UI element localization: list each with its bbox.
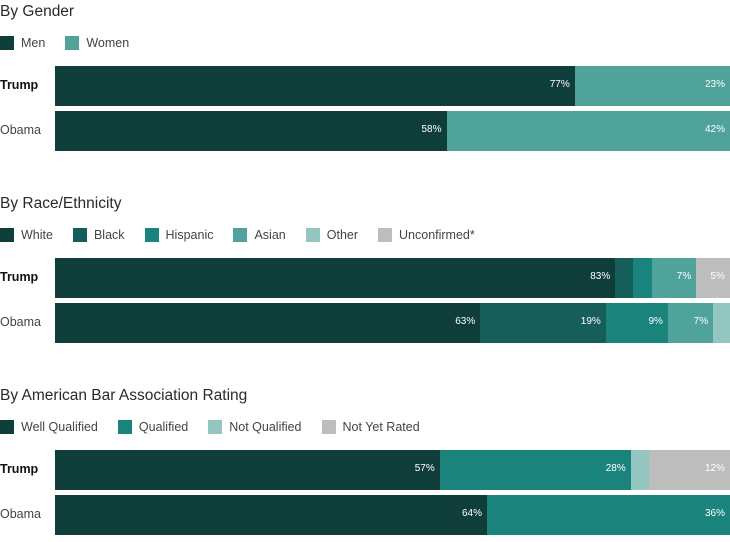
bar-segment-asian: 7%: [651, 258, 697, 298]
bar-segment-not-qualified: [630, 450, 649, 490]
bar-segment-white: 63%: [55, 303, 481, 343]
bar-segment-white: 83%: [55, 258, 616, 298]
legend-label: Qualified: [138, 420, 189, 434]
chart-title: By Race/Ethnicity: [0, 195, 122, 212]
legend-swatch: [0, 420, 14, 434]
chart-gender: By Gender Men Women Trump 77% 23% Obama 5…: [0, 3, 730, 153]
legend-label: Unconfirmed*: [399, 228, 475, 242]
data-label: 58%: [421, 124, 442, 135]
row-label-obama: Obama: [0, 315, 41, 329]
legend-item-men: Men: [0, 36, 45, 50]
bar-segment-men: 77%: [55, 66, 575, 106]
data-label: 7%: [693, 316, 709, 327]
chart-race-ethnicity: By Race/Ethnicity White Black Hispanic A…: [0, 195, 730, 345]
legend-swatch: [72, 228, 87, 242]
bar-segment-hispanic: [632, 258, 652, 298]
legend-item-well-qualified: Well Qualified: [0, 420, 98, 434]
legend: Men Women: [0, 35, 149, 51]
data-label: 42%: [704, 124, 725, 135]
legend-item-other: Other: [305, 228, 359, 242]
bar-segment-other: [713, 303, 730, 343]
legend-item-not-qualified: Not Qualified: [208, 420, 302, 434]
legend-swatch: [208, 420, 223, 434]
stacked-bar-trump: 77% 23%: [55, 66, 730, 106]
legend-label: Asian: [254, 228, 286, 242]
row-label-trump: Trump: [0, 270, 39, 284]
legend-item-black: Black: [72, 228, 125, 242]
data-label: 57%: [414, 463, 435, 474]
data-label: 5%: [710, 271, 725, 282]
bar-segment-black: 19%: [480, 303, 606, 343]
bar-segment-hispanic: 9%: [605, 303, 668, 343]
data-label: 36%: [704, 508, 725, 519]
legend-swatch: [321, 420, 336, 434]
legend-swatch: [0, 36, 14, 50]
row-label-trump: Trump: [0, 462, 39, 476]
bar-segment-men: 58%: [55, 111, 447, 151]
legend-item-qualified: Qualified: [117, 420, 189, 434]
legend-swatch: [117, 420, 132, 434]
legend-label: Hispanic: [165, 228, 214, 242]
bar-segment-asian: 7%: [667, 303, 714, 343]
legend-label: Well Qualified: [21, 420, 98, 434]
legend: White Black Hispanic Asian Other Unconfi…: [0, 227, 495, 243]
bar-segment-well-qualified: 57%: [55, 450, 440, 490]
legend-swatch: [233, 228, 248, 242]
data-label: 28%: [605, 463, 626, 474]
legend-label: Not Yet Rated: [342, 420, 420, 434]
chart-title: By Gender: [0, 3, 75, 20]
data-label: 23%: [704, 79, 725, 90]
legend-label: Not Qualified: [229, 420, 302, 434]
stacked-bar-trump: 83% 7% 5%: [55, 258, 730, 298]
bar-segment-unconfirmed: 5%: [696, 258, 730, 298]
stacked-bar-obama: 58% 42%: [55, 111, 730, 151]
stacked-bar-obama: 63% 19% 9% 7%: [55, 303, 730, 343]
legend-swatch: [144, 228, 159, 242]
bar-segment-not-yet-rated: 12%: [649, 450, 730, 490]
legend-label: Men: [21, 36, 46, 50]
bar-segment-women: 23%: [574, 66, 730, 106]
bar-segment-women: 42%: [446, 111, 730, 151]
legend-item-not-yet-rated: Not Yet Rated: [321, 420, 420, 434]
data-label: 7%: [676, 271, 692, 282]
data-label: 64%: [461, 508, 482, 519]
legend-item-women: Women: [65, 36, 129, 50]
legend-label: Other: [326, 228, 359, 242]
legend-swatch: [378, 228, 393, 242]
row-label-obama: Obama: [0, 123, 41, 137]
row-label-trump: Trump: [0, 78, 39, 92]
bar-segment-well-qualified: 64%: [55, 495, 487, 535]
data-label: 19%: [580, 316, 601, 327]
legend-swatch: [305, 228, 320, 242]
bar-segment-qualified: 28%: [439, 450, 631, 490]
legend-swatch: [65, 36, 80, 50]
bar-segment-black: [615, 258, 633, 298]
stacked-bar-obama: 64% 36%: [55, 495, 730, 535]
bar-segment-qualified: 36%: [487, 495, 730, 535]
chart-title: By American Bar Association Rating: [0, 387, 248, 404]
stacked-bar-trump: 57% 28% 12%: [55, 450, 730, 490]
legend-item-hispanic: Hispanic: [144, 228, 214, 242]
legend-item-white: White: [0, 228, 53, 242]
legend-label: White: [21, 228, 53, 242]
legend-swatch: [0, 228, 14, 242]
legend-label: Black: [93, 228, 125, 242]
legend-item-unconfirmed: Unconfirmed*: [378, 228, 475, 242]
data-label: 83%: [590, 271, 611, 282]
chart-aba-rating: By American Bar Association Rating Well …: [0, 387, 730, 537]
legend-label: Women: [86, 36, 130, 50]
data-label: 77%: [549, 79, 570, 90]
data-label: 9%: [648, 316, 663, 327]
data-label: 12%: [704, 463, 725, 474]
legend: Well Qualified Qualified Not Qualified N…: [0, 419, 440, 435]
data-label: 63%: [455, 316, 476, 327]
row-label-obama: Obama: [0, 507, 41, 521]
legend-item-asian: Asian: [233, 228, 286, 242]
